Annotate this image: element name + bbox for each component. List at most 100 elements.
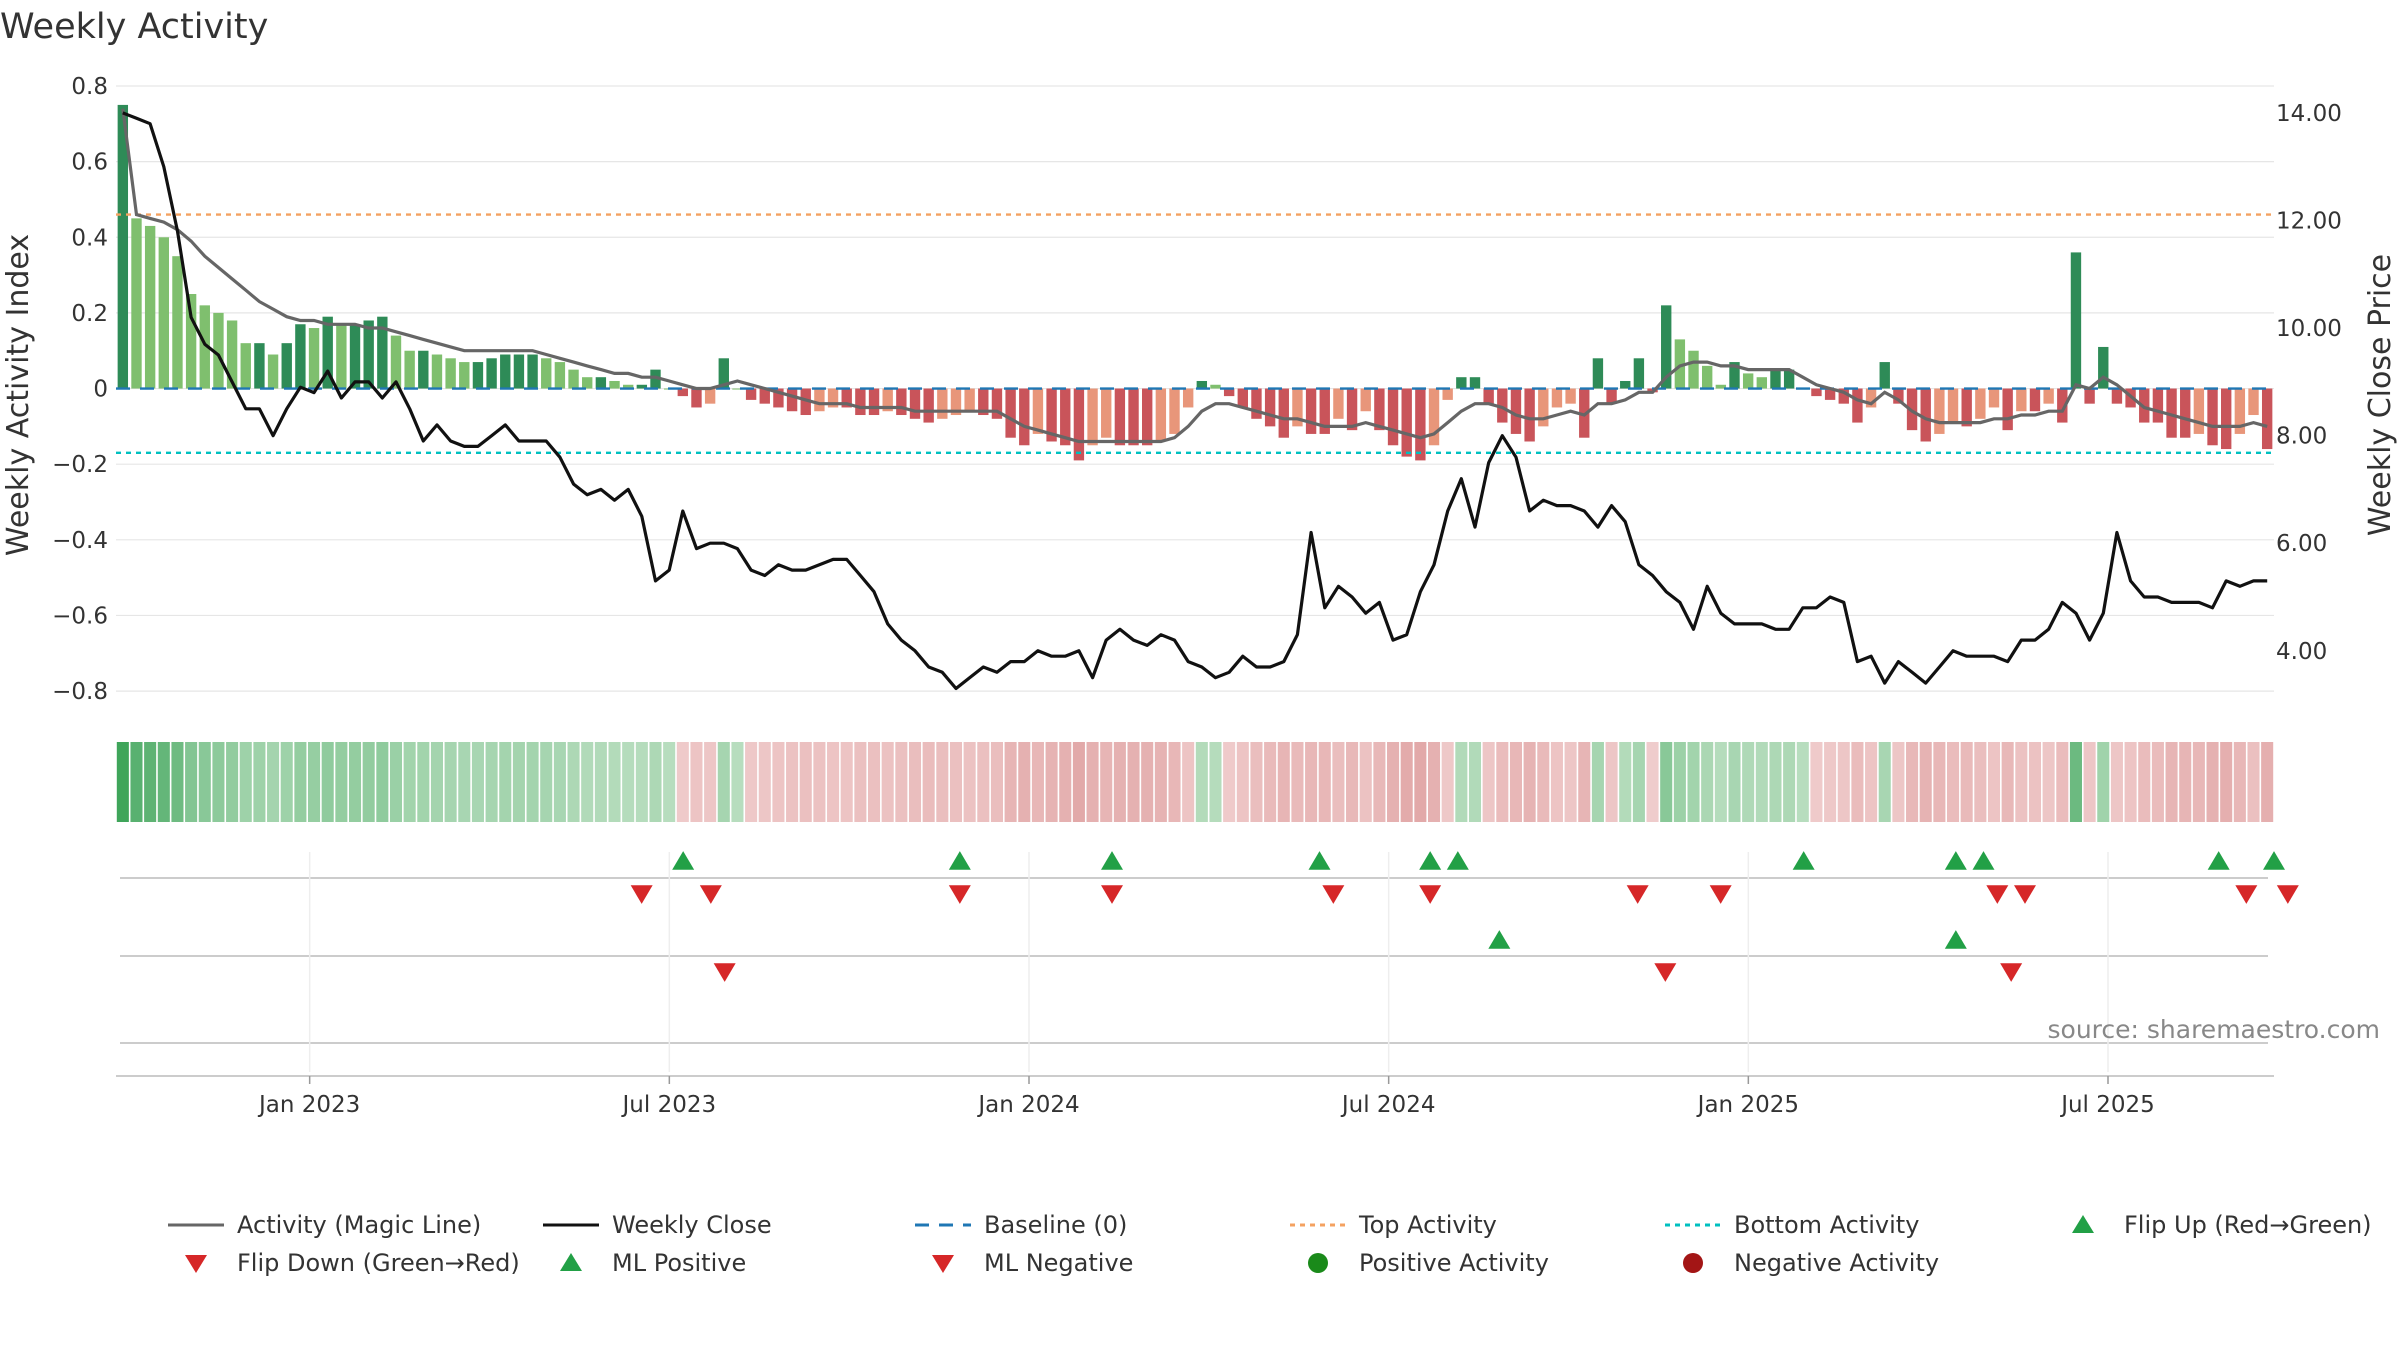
weekly-close-line (122, 111, 2268, 691)
activity-bar (636, 384, 648, 389)
activity-bar (1742, 373, 1754, 389)
heat-cell (1632, 742, 1645, 822)
x-tick-label: Jul 2023 (621, 1092, 717, 1118)
legend: Activity (Magic Line) Weekly Close Baselin… (168, 1211, 2372, 1277)
activity-bar (718, 358, 729, 389)
legend-item-negative-activity: Negative Activity (1683, 1249, 1939, 1277)
heat-cell (2110, 742, 2123, 822)
activity-bar (2221, 388, 2232, 450)
legend-item-ml-negative: ML Negative (932, 1249, 1133, 1277)
heat-cell (1414, 742, 1427, 822)
activity-bar (1305, 388, 1317, 434)
activity-bar (226, 320, 238, 389)
activity-bar (909, 388, 921, 419)
activity-bar (1783, 369, 1795, 389)
legend-item-top-activity: Top Activity (1290, 1211, 1497, 1239)
activity-bar (841, 388, 852, 408)
heat-cell (2028, 742, 2042, 822)
heat-cell (362, 742, 375, 822)
heat-cell (1509, 742, 1522, 822)
activity-bar (254, 343, 265, 389)
heat-cell (1851, 742, 1864, 822)
heat-cell (1250, 742, 1263, 822)
heat-cell (786, 742, 799, 822)
heat-cell (1127, 742, 1140, 822)
heat-cell (1209, 742, 1222, 822)
legend-label: ML Negative (984, 1249, 1133, 1277)
heat-cell (1714, 742, 1727, 822)
heat-cell (1783, 742, 1796, 822)
flip-up-marker (1308, 851, 1331, 870)
legend-item-weekly-close: Weekly Close (543, 1211, 772, 1239)
activity-bar (964, 388, 975, 412)
activity-bar (1852, 388, 1863, 423)
y-tick-label: −0.8 (52, 679, 108, 705)
heat-cell (2206, 742, 2219, 822)
flip-up-marker (948, 851, 971, 870)
heat-cell (1660, 742, 1673, 822)
y-tick-label: 0.6 (71, 150, 108, 176)
flip-up-marker (1419, 851, 1442, 870)
heat-cell (936, 742, 949, 822)
activity-bar (2193, 388, 2205, 434)
heat-cell (1974, 742, 1987, 822)
heat-cell (1318, 742, 1331, 822)
x-tick-label: Jul 2024 (1340, 1092, 1436, 1118)
heat-cell (1564, 742, 1577, 822)
heat-cell (704, 742, 717, 822)
activity-bar (500, 354, 511, 389)
heat-cell (1468, 742, 1482, 822)
activity-bar (2002, 388, 2013, 431)
activity-bar (2098, 346, 2109, 389)
activity-bar (2180, 388, 2191, 438)
activity-bar (1128, 388, 1139, 446)
heat-cell (389, 742, 403, 822)
heat-cell (1154, 742, 1167, 822)
heat-cell (1400, 742, 1413, 822)
activity-bar (1551, 388, 1563, 408)
heat-cell (1810, 742, 1823, 822)
heat-cell (868, 742, 881, 822)
activity-bar (704, 388, 716, 404)
heat-cell (239, 742, 252, 822)
flip-up-marker (1792, 851, 1815, 870)
legend-label: Flip Down (Green→Red) (237, 1249, 520, 1277)
heat-cell (2069, 742, 2082, 822)
activity-bar (1565, 388, 1576, 404)
y-tick-label: −0.4 (52, 528, 108, 554)
activity-bar (1387, 388, 1399, 446)
heat-cell (1837, 742, 1850, 822)
heat-cell (553, 742, 566, 822)
activity-bar (322, 316, 333, 389)
activity-bar (1456, 377, 1467, 389)
activity-bar (1428, 388, 1440, 446)
activity-bar (1633, 358, 1645, 389)
activity-bar (1346, 388, 1358, 431)
heat-cell (1591, 742, 1604, 822)
flip-down-marker (2235, 885, 2258, 904)
flip-down-marker (948, 885, 971, 904)
heat-cell (622, 742, 635, 822)
heat-cell (1045, 742, 1058, 822)
ml-positive-marker (1944, 930, 1967, 949)
heat-cell (690, 742, 703, 822)
heat-cell (2097, 742, 2110, 822)
activity-bar (117, 104, 129, 389)
heat-cell (1701, 742, 1714, 822)
heat-cell (116, 742, 129, 822)
activity-bar (1251, 388, 1262, 419)
activity-bar (1975, 388, 1986, 419)
heat-cell (731, 742, 744, 822)
heat-cell (635, 742, 648, 822)
activity-bar (991, 388, 1003, 419)
heat-cell (1769, 742, 1782, 822)
chart-title: Weekly Activity (0, 7, 268, 47)
activity-bar (445, 358, 456, 389)
heat-cell (1687, 742, 1700, 822)
activity-bar (1838, 388, 1849, 404)
activity-bar (1182, 388, 1194, 408)
heat-cell (1523, 742, 1536, 822)
activity-bar (1729, 362, 1740, 389)
activity-bar (1510, 388, 1522, 434)
